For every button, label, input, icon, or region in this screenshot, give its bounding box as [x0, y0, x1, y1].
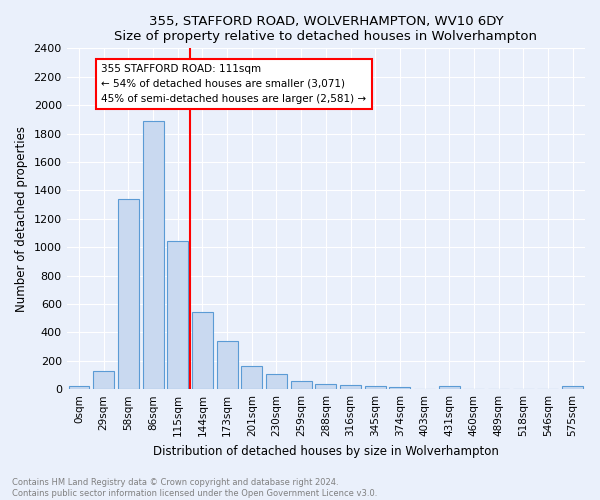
- Bar: [340, 385, 361, 389]
- Bar: [68, 386, 89, 389]
- Y-axis label: Number of detached properties: Number of detached properties: [15, 126, 28, 312]
- Bar: [389, 387, 410, 389]
- Bar: [118, 199, 139, 389]
- Bar: [365, 386, 386, 389]
- Bar: [167, 242, 188, 389]
- Bar: [439, 386, 460, 389]
- Title: 355, STAFFORD ROAD, WOLVERHAMPTON, WV10 6DY
Size of property relative to detache: 355, STAFFORD ROAD, WOLVERHAMPTON, WV10 …: [115, 15, 538, 43]
- Bar: [143, 121, 164, 389]
- Bar: [93, 370, 114, 389]
- Bar: [290, 382, 311, 389]
- Bar: [316, 384, 337, 389]
- Text: Contains HM Land Registry data © Crown copyright and database right 2024.
Contai: Contains HM Land Registry data © Crown c…: [12, 478, 377, 498]
- Bar: [562, 386, 583, 389]
- Bar: [266, 374, 287, 389]
- Bar: [192, 312, 213, 389]
- X-axis label: Distribution of detached houses by size in Wolverhampton: Distribution of detached houses by size …: [153, 444, 499, 458]
- Text: 355 STAFFORD ROAD: 111sqm
← 54% of detached houses are smaller (3,071)
45% of se: 355 STAFFORD ROAD: 111sqm ← 54% of detac…: [101, 64, 367, 104]
- Bar: [241, 366, 262, 389]
- Bar: [217, 341, 238, 389]
